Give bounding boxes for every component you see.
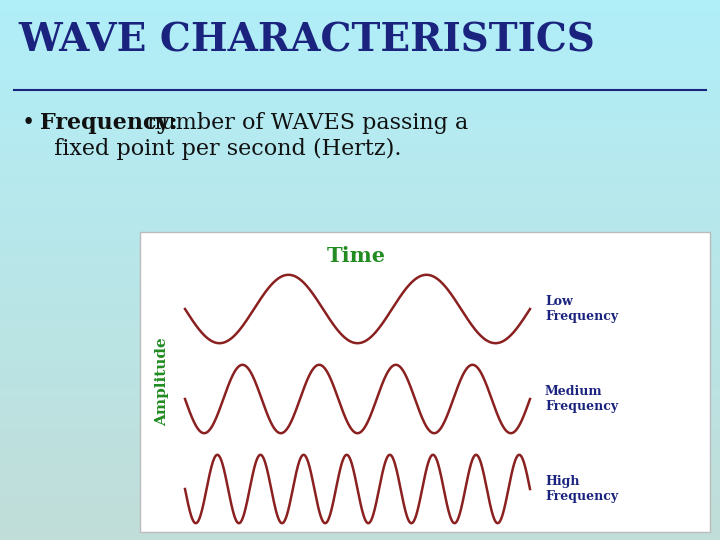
Text: Low
Frequency: Low Frequency [545, 295, 618, 323]
Bar [140, 232, 710, 532]
Text: WAVE CHARACTERISTICS: WAVE CHARACTERISTICS [18, 22, 595, 60]
Text: •: • [22, 112, 35, 134]
Text: Amplitude: Amplitude [155, 338, 169, 427]
Text: High
Frequency: High Frequency [545, 475, 618, 503]
Text: Frequency:: Frequency: [40, 112, 178, 134]
Text: fixed point per second (Hertz).: fixed point per second (Hertz). [40, 138, 402, 160]
Text: Medium
Frequency: Medium Frequency [545, 385, 618, 413]
Text: number of WAVES passing a: number of WAVES passing a [140, 112, 468, 134]
Text: Time: Time [327, 246, 386, 266]
